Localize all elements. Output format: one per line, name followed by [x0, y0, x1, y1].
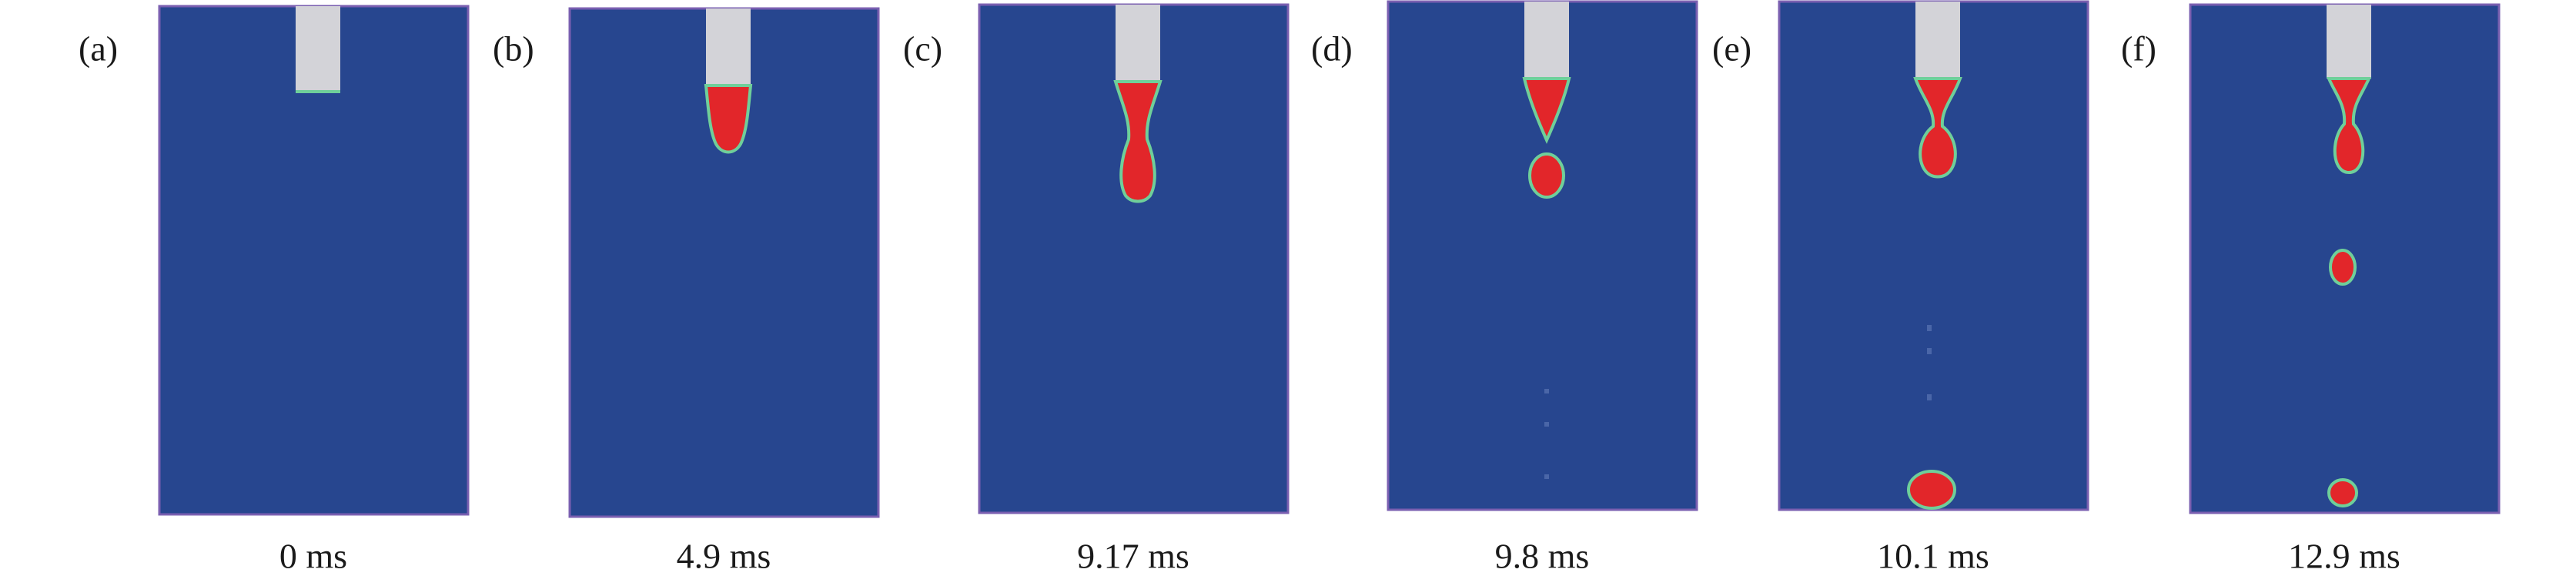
panel-label: (b)	[493, 29, 534, 69]
nozzle	[2327, 5, 2371, 79]
time-label: 12.9 ms	[2288, 537, 2400, 576]
panel-label: (e)	[1712, 29, 1751, 69]
nozzle	[706, 8, 751, 85]
panel	[1387, 0, 1698, 511]
nozzle	[1915, 2, 1960, 79]
satellite	[1927, 348, 1932, 354]
satellite	[1544, 389, 1549, 393]
panel	[978, 3, 1290, 514]
nozzle	[1524, 2, 1569, 79]
panel-label: (f)	[2121, 29, 2156, 69]
time-label: 9.17 ms	[1077, 537, 1189, 576]
panel	[1778, 0, 2089, 511]
satellite	[1927, 325, 1932, 331]
liquid	[1522, 77, 1571, 144]
panel-label: (d)	[1311, 29, 1353, 69]
liquid	[704, 84, 753, 154]
droplet	[2327, 478, 2358, 507]
liquid	[2326, 77, 2372, 174]
time-label: 9.8 ms	[1495, 537, 1590, 576]
nozzle	[1116, 5, 1160, 82]
panel	[158, 5, 470, 516]
panel	[2189, 3, 2501, 514]
liquid	[1113, 80, 1163, 203]
droplet	[1528, 152, 1565, 199]
droplet	[2329, 249, 2357, 286]
time-label: 10.1 ms	[1877, 537, 1989, 576]
panel-label: (a)	[79, 29, 118, 69]
time-label: 0 ms	[279, 537, 347, 576]
droplet	[1907, 470, 1956, 510]
nozzle	[296, 6, 340, 91]
panel-label: (c)	[903, 29, 942, 69]
liquid	[1913, 77, 1962, 179]
satellite	[1927, 394, 1932, 400]
time-label: 4.9 ms	[677, 537, 771, 576]
panel	[568, 7, 880, 518]
satellite	[1544, 422, 1549, 427]
satellite	[1544, 474, 1549, 479]
